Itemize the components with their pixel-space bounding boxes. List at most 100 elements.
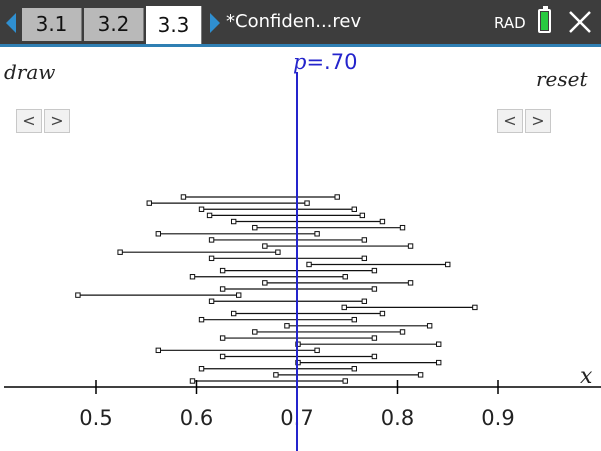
- interval-lower-endpoint: [230, 218, 237, 225]
- interval-lower-endpoint: [189, 378, 196, 384]
- interval-upper-endpoint: [304, 200, 310, 206]
- interval-upper-endpoint: [436, 341, 442, 347]
- interval-lower-endpoint: [273, 372, 279, 378]
- confidence-interval: [146, 200, 310, 206]
- tab-3-2[interactable]: 3.2: [84, 8, 144, 41]
- draw-stepper[interactable]: < >: [16, 109, 72, 133]
- interval-upper-endpoint: [314, 347, 320, 354]
- confidence-interval: [219, 286, 378, 292]
- confidence-interval: [198, 366, 357, 372]
- interval-lower-endpoint: [146, 200, 152, 206]
- confidence-interval: [262, 243, 414, 249]
- interval-lower-endpoint: [219, 267, 226, 274]
- confidence-interval: [341, 304, 478, 311]
- interval-lower-endpoint: [295, 359, 301, 366]
- confidence-interval: [189, 274, 348, 280]
- reset-prev-button[interactable]: <: [497, 109, 523, 133]
- draw-prev-button[interactable]: <: [16, 109, 42, 133]
- interval-lower-endpoint: [117, 249, 123, 255]
- interval-upper-endpoint: [407, 243, 414, 249]
- confidence-interval: [189, 378, 348, 384]
- interval-upper-endpoint: [359, 212, 366, 219]
- reset-stepper[interactable]: < >: [497, 109, 553, 133]
- interval-upper-endpoint: [371, 286, 378, 292]
- interval-upper-endpoint: [314, 231, 320, 237]
- interval-upper-endpoint: [436, 359, 442, 366]
- interval-lower-endpoint: [219, 335, 226, 341]
- interval-lower-endpoint: [208, 298, 215, 304]
- tab-scroll-right-icon[interactable]: [210, 13, 220, 33]
- confidence-interval: [198, 316, 357, 323]
- confidence-interval: [295, 359, 442, 366]
- draw-next-button[interactable]: >: [44, 109, 70, 133]
- tab-3-1[interactable]: 3.1: [22, 8, 82, 41]
- confidence-interval: [219, 335, 378, 341]
- interval-upper-endpoint: [371, 353, 378, 360]
- interval-lower-endpoint: [198, 316, 205, 323]
- interval-lower-endpoint: [219, 286, 226, 292]
- confidence-interval: [252, 329, 406, 335]
- tab-scroll-left-icon[interactable]: [6, 13, 16, 33]
- interval-lower-endpoint: [341, 304, 347, 311]
- document-title: *Confiden...rev: [226, 11, 362, 32]
- draw-label: draw: [4, 60, 56, 84]
- confidence-interval: [180, 194, 340, 200]
- interval-upper-endpoint: [275, 249, 281, 255]
- reset-next-button[interactable]: >: [525, 109, 551, 133]
- confidence-interval: [273, 372, 424, 378]
- confidence-interval: [219, 353, 378, 360]
- reference-line-label: p=.70: [293, 50, 357, 74]
- interval-upper-endpoint: [371, 267, 378, 274]
- tab-3-3[interactable]: 3.3: [146, 6, 202, 44]
- title-bar: 3.1 3.2 3.3 *Confiden...rev RAD: [0, 0, 601, 47]
- interval-upper-endpoint: [399, 329, 406, 335]
- reference-line-var: p: [293, 50, 307, 74]
- interval-lower-endpoint: [284, 323, 290, 329]
- interval-upper-endpoint: [407, 280, 414, 286]
- interval-lower-endpoint: [262, 280, 268, 286]
- confidence-interval: [208, 255, 368, 262]
- interval-lower-endpoint: [295, 341, 301, 347]
- interval-upper-endpoint: [342, 274, 348, 280]
- interval-upper-endpoint: [334, 194, 340, 200]
- confidence-interval: [155, 347, 320, 354]
- interval-lower-endpoint: [208, 255, 215, 262]
- x-tick-label: 0.8: [381, 406, 414, 430]
- reference-line-value: =.70: [306, 50, 358, 74]
- interval-upper-endpoint: [351, 366, 357, 372]
- interval-lower-endpoint: [198, 366, 205, 372]
- confidence-interval: [219, 267, 378, 274]
- interval-upper-endpoint: [361, 237, 368, 243]
- interval-lower-endpoint: [75, 292, 81, 298]
- interval-upper-endpoint: [417, 372, 424, 378]
- interval-upper-endpoint: [445, 261, 451, 268]
- close-icon[interactable]: [566, 8, 594, 36]
- interval-upper-endpoint: [426, 323, 433, 329]
- interval-lower-endpoint: [252, 224, 258, 231]
- interval-upper-endpoint: [379, 310, 386, 317]
- interval-lower-endpoint: [155, 231, 162, 237]
- interval-lower-endpoint: [252, 329, 258, 335]
- interval-upper-endpoint: [399, 224, 406, 231]
- confidence-interval: [208, 237, 368, 243]
- confidence-interval: [117, 249, 281, 255]
- interval-upper-endpoint: [361, 255, 368, 262]
- interval-upper-endpoint: [379, 218, 386, 225]
- x-tick-label: 0.5: [79, 406, 112, 430]
- interval-lower-endpoint: [208, 237, 215, 243]
- x-axis-label: x: [580, 364, 593, 389]
- interval-lower-endpoint: [189, 274, 196, 280]
- interval-upper-endpoint: [371, 335, 378, 341]
- confidence-interval: [155, 231, 320, 237]
- confidence-interval: [198, 206, 357, 212]
- x-tick-label: 0.9: [481, 406, 514, 430]
- interval-lower-endpoint: [198, 206, 205, 212]
- interval-upper-endpoint: [342, 378, 348, 384]
- confidence-interval: [252, 224, 406, 231]
- interval-lower-endpoint: [180, 194, 187, 200]
- interval-lower-endpoint: [306, 261, 312, 268]
- title-bar-accent: [0, 44, 601, 47]
- confidence-interval: [306, 261, 451, 268]
- confidence-interval: [295, 341, 442, 347]
